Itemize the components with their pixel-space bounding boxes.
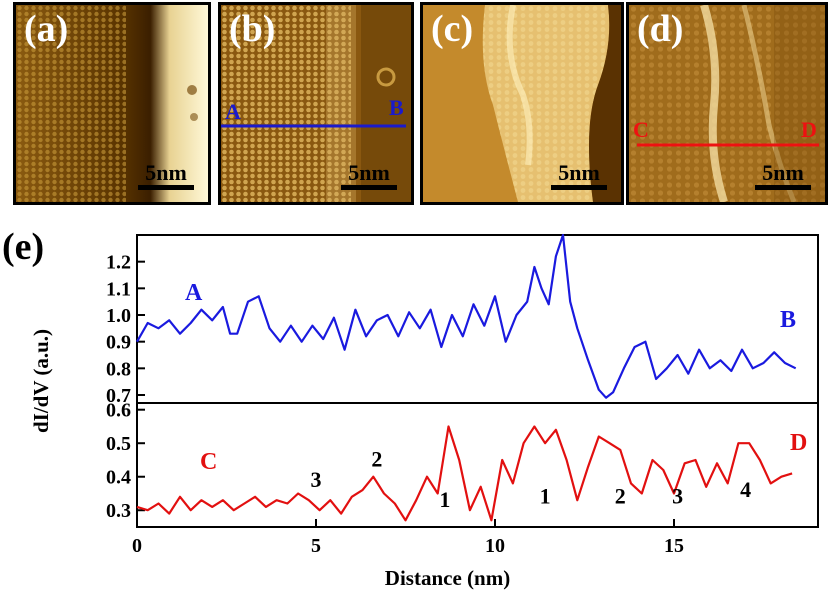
y-tick-label: 1.0 [106,305,131,327]
x-axis-label: Distance (nm) [385,566,510,590]
stm-panel-b: (b) A B 5nm [218,2,414,205]
scale-bar-line [551,185,607,190]
scale-label: 5nm [762,160,804,185]
line-end-label: D [801,117,817,142]
y-tick-label: 0.9 [106,332,131,354]
stm-image-b [221,5,411,202]
series-line-a-b [136,233,797,399]
line-start-label: C [633,117,649,142]
scale-bar: 5nm [755,162,811,190]
series-end-label: B [780,307,796,333]
scale-bar-line [755,185,811,190]
panel-label: (b) [229,8,276,50]
peak-annotation: 4 [740,477,751,502]
stm-image-a [16,5,208,202]
peak-annotation: 3 [672,484,683,509]
x-tick-label: 5 [311,535,321,557]
series-start-label: A [185,280,203,306]
scale-bar-line [341,185,397,190]
y-tick-label: 1.1 [106,278,131,300]
stm-image-d [629,5,825,202]
panel-label: (d) [637,8,684,50]
scale-bar: 5nm [551,162,607,190]
stm-image-c [423,5,621,202]
y-tick-label: 0.5 [106,433,131,455]
panel-label: (c) [431,8,474,50]
y-tick-label: 1.2 [106,252,131,274]
line-start-label: A [225,99,241,124]
peak-annotation: 1 [439,487,450,512]
scale-bar: 5nm [341,162,397,190]
peak-annotation: 3 [311,467,322,492]
plot-frame [136,234,819,528]
y-tick-label: 0.4 [106,467,131,489]
x-tick-label: 15 [664,535,684,557]
stm-panel-d: (d) C D 5nm [626,2,828,205]
series-start-label: C [200,449,217,475]
x-tick-label: 0 [132,535,142,557]
scale-label: 5nm [558,160,600,185]
stm-panel-a: (a) 5nm [13,2,211,205]
scale-label: 5nm [348,160,390,185]
y-tick-label: 0.3 [106,500,131,522]
peak-annotation: 1 [540,484,551,509]
y-tick-label: 0.8 [106,358,131,380]
figure-label-e: (e) [2,226,45,268]
x-tick-label: 10 [485,535,505,557]
series-line-c-d [136,425,793,522]
panel-label: (a) [24,8,69,50]
y-tick-label: 0.7 [106,385,131,407]
scale-bar: 5nm [138,162,194,190]
scale-bar-line [138,185,194,190]
y-tick-label: 0.6 [106,400,131,422]
scale-label: 5nm [145,160,187,185]
didv-profile-chart: 0.7 0.8 0.9 1.0 1.1 1.2 0.3 0.4 0.5 0.6 A B C D 3 2 1 1 2 3… [29,233,819,590]
line-end-label: B [389,95,404,120]
peak-annotation: 2 [615,484,626,509]
stm-panel-c: (c) 5nm [420,2,624,205]
series-end-label: D [790,430,807,456]
peak-annotation: 2 [371,447,382,472]
y-axis-label: dI/dV (a.u.) [29,329,53,433]
